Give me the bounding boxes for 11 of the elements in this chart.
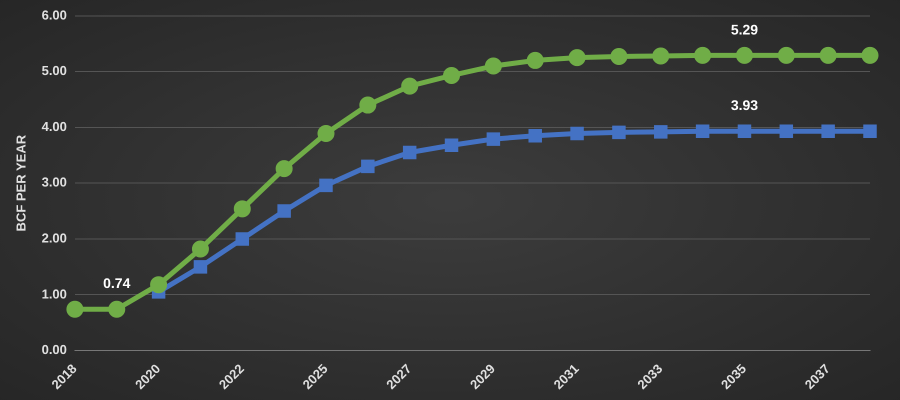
y-axis-title: BCF PER YEAR — [13, 134, 28, 232]
data-label: 5.29 — [730, 21, 758, 38]
y-tick-label: 6.00 — [42, 7, 67, 22]
data-label: 0.74 — [103, 275, 131, 292]
y-tick-label: 2.00 — [42, 230, 67, 246]
data-label: 3.93 — [730, 97, 758, 114]
y-tick-label: 5.00 — [42, 63, 67, 78]
y-tick-label: 1.00 — [42, 286, 67, 302]
y-tick-label: 0.00 — [42, 342, 67, 358]
y-tick-label: 3.00 — [42, 174, 67, 190]
y-tick-label: 4.00 — [42, 118, 67, 134]
